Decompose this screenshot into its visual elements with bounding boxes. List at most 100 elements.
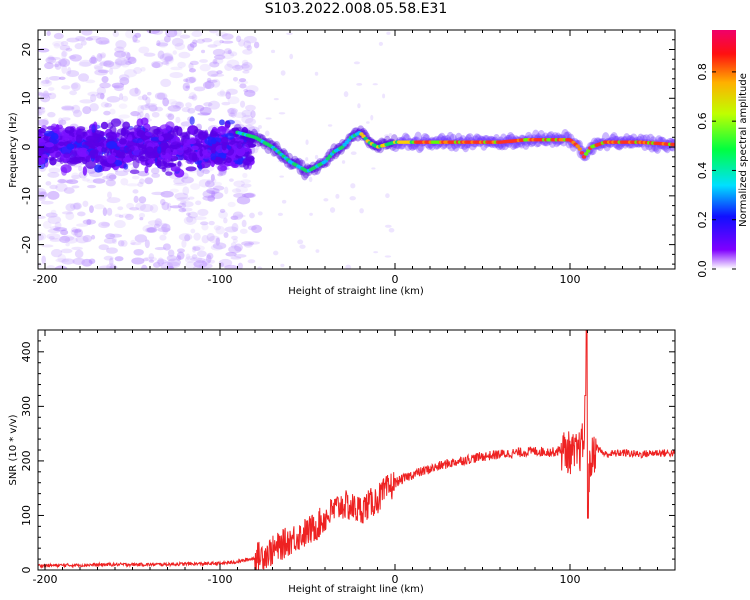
heatmap-noise-blob (67, 67, 72, 75)
heatmap-noise-blob (163, 35, 171, 43)
heatmap-noise-blob (126, 52, 131, 61)
colorbar-ticks: 0.0 0.2 0.4 0.6 0.8 (696, 63, 736, 278)
heatmap-band-blob (220, 166, 228, 171)
heatmap-noise-blob (45, 181, 52, 186)
heatmap-noise-blob (90, 55, 97, 64)
heatmap-noise-blob (103, 110, 111, 116)
heatmap-noise-blob (94, 66, 104, 71)
heatmap-noise-blob (179, 34, 191, 39)
heatmap-noise-blob (215, 226, 225, 235)
heatmap-noise-blob (46, 30, 51, 37)
heatmap-noise-blob (146, 227, 158, 233)
heatmap-noise-blob (134, 87, 139, 94)
colorbar-tick-label: 0.2 (696, 211, 709, 229)
heatmap-noise-blob (60, 40, 69, 46)
heatmap-band-blob (154, 161, 167, 167)
top-y-tick-label: 20 (20, 43, 33, 57)
heatmap-noise-blob (61, 50, 67, 60)
heatmap-noise-blob (229, 51, 238, 57)
heatmap-noise-blob (230, 215, 239, 220)
heatmap-noise-blob (277, 212, 284, 217)
heatmap-noise-blob (160, 222, 168, 229)
heatmap-band-blob (109, 125, 117, 135)
bottom-y-axis-label: SNR (10 * v/v) (8, 414, 19, 485)
heatmap-noise-blob (54, 63, 60, 68)
heatmap-noise-blob (150, 167, 160, 175)
heatmap-noise-blob (176, 197, 190, 202)
heatmap-noise-blob (218, 258, 233, 267)
heatmap-noise-blob (133, 67, 142, 75)
heatmap-noise-blob (210, 191, 224, 200)
heatmap-noise-blob (121, 213, 131, 218)
heatmap-noise-blob (225, 91, 231, 100)
heatmap-band-blob (49, 157, 57, 166)
heatmap-band-blob (38, 145, 45, 151)
heatmap-noise-blob (185, 102, 192, 108)
heatmap-band-blob (188, 152, 198, 161)
heatmap-noise-blob (53, 42, 61, 49)
heatmap-noise-blob (241, 59, 249, 66)
heatmap-noise-blob (201, 223, 209, 231)
heatmap-noise-blob (187, 107, 196, 114)
heatmap-band-blob (82, 166, 87, 176)
top-x-tick-label: 0 (392, 273, 399, 286)
heatmap-noise-blob (234, 214, 246, 218)
heatmap-noise-blob (388, 227, 395, 233)
heatmap-noise-blob (199, 63, 211, 72)
heatmap-noise-blob (129, 207, 140, 211)
heatmap-noise-blob (240, 183, 252, 188)
heatmap-band-blob (106, 154, 116, 164)
heatmap-noise-blob (207, 79, 218, 83)
heatmap-noise-blob (278, 112, 286, 115)
heatmap-noise-blob (161, 223, 171, 233)
heatmap-noise-blob (257, 211, 263, 216)
heatmap-noise-blob (236, 196, 251, 205)
heatmap-noise-blob (137, 96, 145, 101)
heatmap-noise-blob (41, 244, 54, 248)
heatmap-noise-blob (215, 31, 228, 37)
heatmap-noise-blob (141, 264, 148, 269)
bottom-x-tick-label: -200 (33, 573, 58, 586)
heatmap-noise-blob (48, 167, 61, 174)
heatmap-noise-blob (103, 60, 115, 68)
heatmap-noise-blob (210, 244, 223, 251)
heatmap-noise-blob (41, 79, 51, 85)
heatmap-noise-blob (200, 221, 209, 226)
heatmap-noise-blob (165, 113, 172, 118)
heatmap-noise-blob (38, 196, 46, 202)
heatmap-noise-blob (138, 46, 150, 54)
heatmap-noise-blob (154, 92, 166, 100)
heatmap-noise-blob (143, 52, 156, 57)
heatmap-noise-blob (133, 248, 144, 256)
heatmap-band-blob (132, 158, 140, 169)
heatmap-noise-blob (188, 196, 195, 200)
heatmap-noise-blob (171, 37, 184, 47)
heatmap-band-blob (55, 151, 62, 159)
heatmap-band-blob (44, 142, 54, 148)
heatmap-noise-blob (144, 177, 154, 185)
heatmap-noise-blob (241, 219, 247, 228)
heatmap-noise-blob (157, 39, 169, 48)
heatmap-noise-blob (213, 40, 222, 47)
heatmap-noise-blob (206, 233, 215, 242)
heatmap-noise-blob (126, 183, 139, 187)
heatmap-band-blob (84, 139, 95, 147)
heatmap-noise-blob (176, 255, 182, 261)
heatmap-noise-blob (86, 179, 98, 184)
heatmap-noise-blob (167, 105, 181, 112)
heatmap-noise-blob (371, 167, 376, 170)
heatmap-noise-blob (359, 208, 364, 214)
heatmap-noise-blob (160, 190, 174, 198)
heatmap-noise-blob (243, 35, 257, 44)
heatmap-noise-blob (246, 44, 252, 51)
heatmap-noise-blob (207, 259, 216, 264)
heatmap-noise-blob (104, 103, 113, 108)
heatmap-noise-blob (185, 253, 191, 260)
heatmap-noise-blob (216, 91, 228, 97)
heatmap-noise-blob (120, 240, 128, 247)
heatmap-noise-blob (213, 225, 221, 231)
bottom-y-tick-label: 200 (20, 450, 33, 471)
heatmap-noise-blob (350, 151, 357, 156)
heatmap-noise-blob (69, 90, 77, 96)
heatmap-noise-blob (151, 173, 161, 178)
